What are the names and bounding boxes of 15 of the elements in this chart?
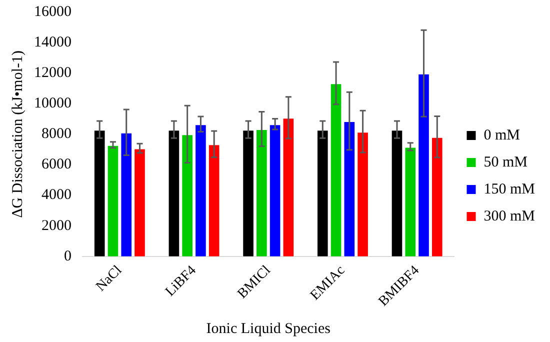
y-axis-title: ΔG Dissociation (kJ•mol-1) — [10, 50, 26, 218]
y-tick-label: 14000 — [34, 34, 72, 50]
x-axis-title: Ionic Liquid Species — [206, 320, 331, 337]
legend-label: 50 mM — [484, 154, 528, 170]
y-tick-label: 2000 — [42, 218, 72, 234]
y-tick-label: 8000 — [42, 126, 72, 142]
y-tick-label: 6000 — [42, 156, 72, 173]
y-tick-label: 0 — [64, 248, 72, 264]
legend-label: 0 mM — [484, 127, 520, 144]
y-tick-label: 4000 — [42, 187, 72, 204]
y-tick-label: 12000 — [34, 65, 72, 82]
legend-label: 150 mM — [484, 181, 536, 198]
legend-label: 300 mM — [484, 208, 536, 224]
y-tick-label: 10000 — [34, 96, 72, 112]
y-tick-label: 16000 — [34, 4, 72, 20]
